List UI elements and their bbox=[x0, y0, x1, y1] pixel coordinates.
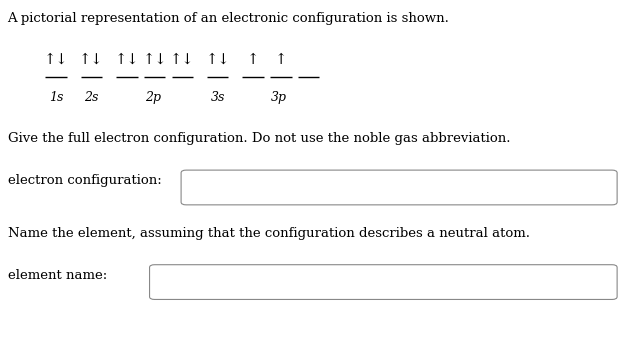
Text: 3p: 3p bbox=[271, 91, 287, 104]
Text: A pictorial representation of an electronic configuration is shown.: A pictorial representation of an electro… bbox=[8, 12, 449, 25]
Text: 1s: 1s bbox=[49, 91, 63, 104]
Text: ↑↓: ↑↓ bbox=[80, 53, 103, 67]
Text: Give the full electron configuration. Do not use the noble gas abbreviation.: Give the full electron configuration. Do… bbox=[8, 132, 510, 146]
Text: element name:: element name: bbox=[8, 269, 107, 282]
Text: 3s: 3s bbox=[211, 91, 225, 104]
Text: ↑↓: ↑↓ bbox=[206, 53, 230, 67]
Text: ↑↓: ↑↓ bbox=[115, 53, 139, 67]
Text: ↑↓: ↑↓ bbox=[44, 53, 68, 67]
Text: ↑↓: ↑↓ bbox=[170, 53, 194, 67]
Text: 2s: 2s bbox=[85, 91, 98, 104]
Text: electron configuration:: electron configuration: bbox=[8, 174, 162, 187]
Text: ↑: ↑ bbox=[274, 53, 287, 67]
Text: ↑↓: ↑↓ bbox=[143, 53, 167, 67]
Text: ↑: ↑ bbox=[247, 53, 259, 67]
Text: 2p: 2p bbox=[144, 91, 161, 104]
FancyBboxPatch shape bbox=[150, 265, 617, 299]
FancyBboxPatch shape bbox=[181, 170, 617, 205]
Text: Name the element, assuming that the configuration describes a neutral atom.: Name the element, assuming that the conf… bbox=[8, 227, 529, 240]
